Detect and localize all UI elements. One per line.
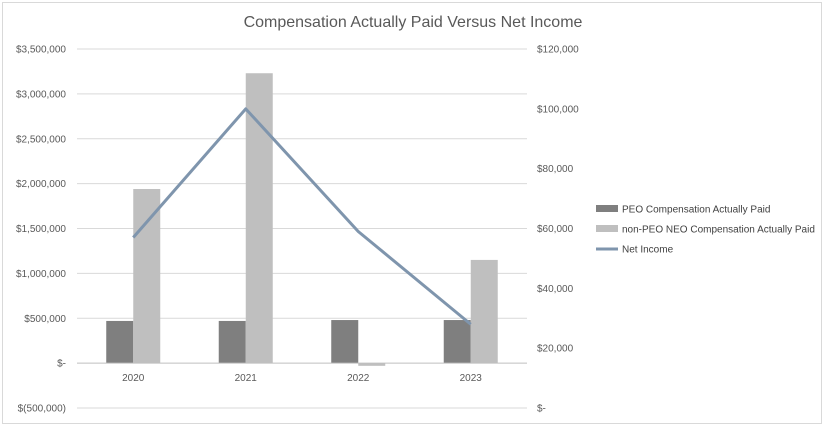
x-tick-label: 2022 — [347, 373, 370, 384]
y-left-tick-label: $2,500,000 — [16, 134, 66, 145]
y-left-tick-label: $(500,000) — [18, 404, 66, 415]
y-right-tick-label: $120,000 — [537, 45, 579, 56]
y-left-tick-label: $1,000,000 — [16, 269, 66, 280]
y-left-tick-label: $- — [57, 359, 66, 370]
y-right-tick-label: $20,000 — [537, 344, 574, 355]
legend-swatch — [596, 225, 618, 232]
series-line — [132, 107, 472, 326]
x-tick-label: 2021 — [235, 373, 258, 384]
bar — [133, 189, 161, 364]
legend-label: non-PEO NEO Compensation Actually Paid — [622, 225, 815, 236]
bar — [106, 320, 134, 364]
bar — [245, 73, 273, 364]
y-left-tick-label: $1,500,000 — [16, 224, 66, 235]
x-tick-label: 2020 — [122, 373, 145, 384]
chart-title: Compensation Actually Paid Versus Net In… — [243, 14, 583, 31]
y-right-tick-label: $60,000 — [537, 224, 574, 235]
legend-swatch — [596, 205, 618, 212]
y-right-tick-label: $80,000 — [537, 164, 574, 175]
legend-label: Net Income — [622, 245, 674, 256]
y-left-tick-label: $3,000,000 — [16, 89, 66, 100]
bar — [358, 363, 386, 366]
bar — [218, 320, 246, 364]
y-right-tick-label: $100,000 — [537, 104, 579, 115]
y-right-tick-label: $40,000 — [537, 284, 574, 295]
x-tick-label: 2023 — [460, 373, 483, 384]
y-left-tick-label: $500,000 — [24, 314, 66, 325]
y-left-tick-label: $3,500,000 — [16, 45, 66, 56]
legend-label: PEO Compensation Actually Paid — [622, 205, 770, 216]
bar — [331, 320, 359, 364]
bar — [470, 259, 498, 364]
bar — [443, 320, 471, 364]
y-left-tick-label: $2,000,000 — [16, 179, 66, 190]
y-right-tick-label: $- — [537, 404, 546, 415]
